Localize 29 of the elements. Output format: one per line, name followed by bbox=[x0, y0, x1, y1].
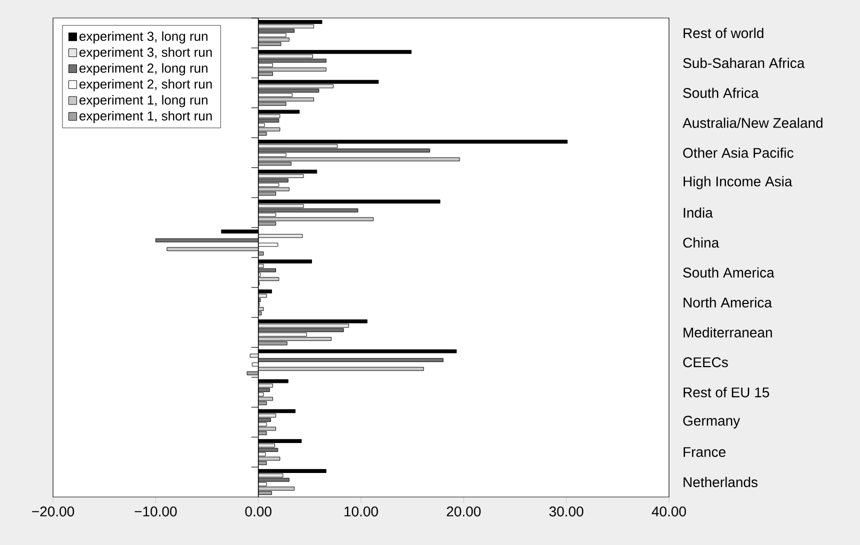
legend-label: experiment 2, short run bbox=[79, 79, 212, 92]
y-tick-label: North America bbox=[684, 297, 772, 308]
x-tick-label: 20.00 bbox=[446, 506, 481, 516]
x-tick-label: −20.00 bbox=[32, 506, 74, 516]
y-tick-label: South America bbox=[683, 267, 774, 278]
legend-label: experiment 2, long run bbox=[79, 63, 208, 76]
y-tick-label: Mediterranean bbox=[684, 327, 772, 338]
y-tick-label: Sub-Saharan Africa bbox=[683, 58, 805, 68]
y-tick-label: France bbox=[684, 447, 726, 457]
y-tick-label: China bbox=[683, 237, 720, 248]
y-tick-label: Australia/New Zealand bbox=[682, 118, 822, 128]
x-tick-label: 30.00 bbox=[549, 506, 584, 516]
legend-label: experiment 3, short run bbox=[79, 47, 212, 60]
y-tick-label: India bbox=[684, 207, 713, 218]
x-tick-label: 0.00 bbox=[245, 506, 272, 516]
y-tick-label: Rest of world bbox=[684, 28, 764, 38]
y-tick-label: Germany bbox=[683, 416, 740, 428]
y-tick-label: High Income Asia bbox=[684, 176, 792, 190]
legend-label: experiment 1, long run bbox=[79, 95, 208, 108]
y-tick-label: CEECs bbox=[683, 357, 728, 368]
x-tick-label: 10.00 bbox=[344, 506, 378, 516]
y-tick-label: South Africa bbox=[683, 88, 759, 98]
legend-label: experiment 1, short run bbox=[79, 110, 212, 124]
legend-label: experiment 3, long run bbox=[79, 31, 208, 44]
y-tick-label: Other Asia Pacific bbox=[683, 148, 794, 158]
y-tick-label: Netherlands bbox=[684, 476, 758, 488]
x-tick-label: 40.00 bbox=[652, 506, 686, 516]
x-tick-label: −10.00 bbox=[134, 506, 177, 516]
y-tick-label: Rest of EU 15 bbox=[684, 387, 770, 398]
